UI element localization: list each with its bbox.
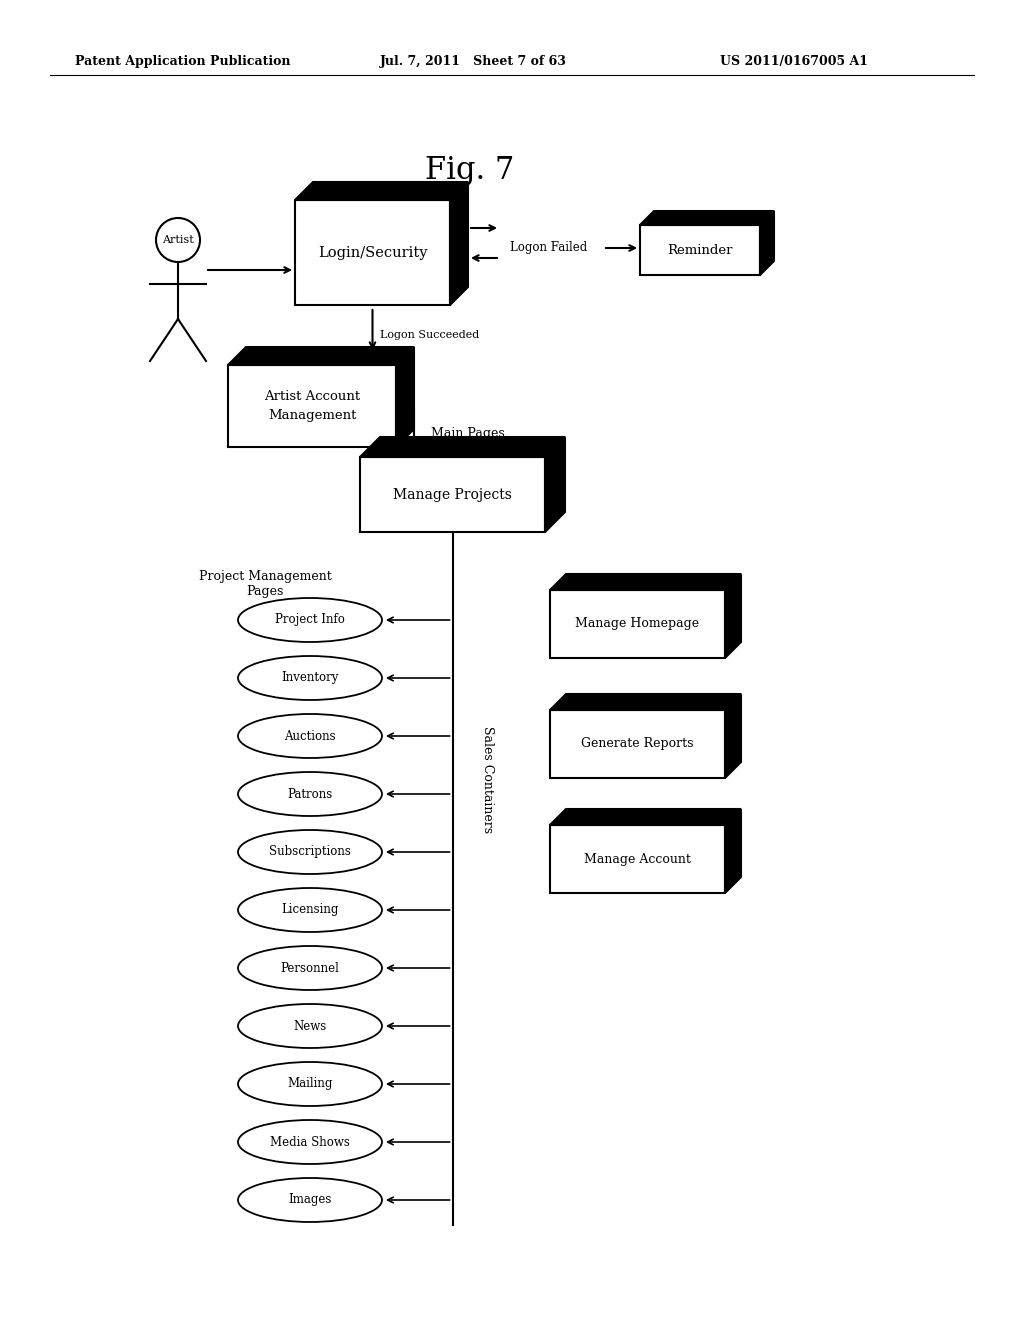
Text: Manage Projects: Manage Projects — [393, 487, 512, 502]
Text: Logon Failed: Logon Failed — [510, 242, 587, 255]
Polygon shape — [396, 347, 414, 447]
Polygon shape — [760, 211, 774, 275]
Ellipse shape — [238, 1005, 382, 1048]
Text: Sales Containers: Sales Containers — [480, 726, 494, 833]
Text: Subscriptions: Subscriptions — [269, 846, 351, 858]
Text: Project Info: Project Info — [275, 614, 345, 627]
Polygon shape — [295, 201, 450, 305]
Text: Patrons: Patrons — [288, 788, 333, 800]
Ellipse shape — [238, 1177, 382, 1222]
Text: Project Management
Pages: Project Management Pages — [199, 570, 332, 598]
Polygon shape — [640, 211, 774, 224]
Polygon shape — [228, 347, 414, 366]
Text: Images: Images — [289, 1193, 332, 1206]
Ellipse shape — [238, 714, 382, 758]
Polygon shape — [550, 710, 725, 777]
Polygon shape — [550, 590, 725, 657]
Polygon shape — [450, 182, 468, 305]
Text: Logon Succeeded: Logon Succeeded — [381, 330, 480, 341]
Text: Reminder: Reminder — [668, 243, 733, 256]
Text: Media Shows: Media Shows — [270, 1135, 350, 1148]
Text: Main Pages: Main Pages — [431, 428, 505, 441]
Text: Patent Application Publication: Patent Application Publication — [75, 55, 291, 69]
Polygon shape — [545, 437, 565, 532]
Ellipse shape — [238, 1119, 382, 1164]
Polygon shape — [725, 574, 741, 657]
Text: Licensing: Licensing — [282, 903, 339, 916]
Text: Auctions: Auctions — [285, 730, 336, 742]
Polygon shape — [360, 457, 545, 532]
Ellipse shape — [238, 772, 382, 816]
Ellipse shape — [238, 598, 382, 642]
Text: Manage Account: Manage Account — [584, 853, 691, 866]
Polygon shape — [725, 694, 741, 777]
Polygon shape — [228, 366, 396, 447]
Text: Fig. 7: Fig. 7 — [425, 154, 515, 186]
Polygon shape — [295, 182, 468, 201]
Text: Artist Account: Artist Account — [264, 389, 360, 403]
Polygon shape — [550, 809, 741, 825]
Text: Inventory: Inventory — [282, 672, 339, 685]
Ellipse shape — [238, 946, 382, 990]
Polygon shape — [640, 224, 760, 275]
Text: Management: Management — [268, 409, 356, 422]
Text: US 2011/0167005 A1: US 2011/0167005 A1 — [720, 55, 868, 69]
Polygon shape — [550, 694, 741, 710]
Ellipse shape — [238, 1063, 382, 1106]
Polygon shape — [550, 825, 725, 894]
Ellipse shape — [238, 888, 382, 932]
Text: Personnel: Personnel — [281, 961, 339, 974]
Ellipse shape — [238, 656, 382, 700]
Text: Login/Security: Login/Security — [317, 246, 427, 260]
Text: Manage Homepage: Manage Homepage — [575, 618, 699, 631]
Text: Mailing: Mailing — [288, 1077, 333, 1090]
Polygon shape — [550, 574, 741, 590]
Text: Generate Reports: Generate Reports — [582, 738, 693, 751]
Ellipse shape — [238, 830, 382, 874]
Text: Jul. 7, 2011   Sheet 7 of 63: Jul. 7, 2011 Sheet 7 of 63 — [380, 55, 567, 69]
Polygon shape — [725, 809, 741, 894]
Text: Artist: Artist — [162, 235, 194, 246]
Polygon shape — [360, 437, 565, 457]
Text: News: News — [293, 1019, 327, 1032]
